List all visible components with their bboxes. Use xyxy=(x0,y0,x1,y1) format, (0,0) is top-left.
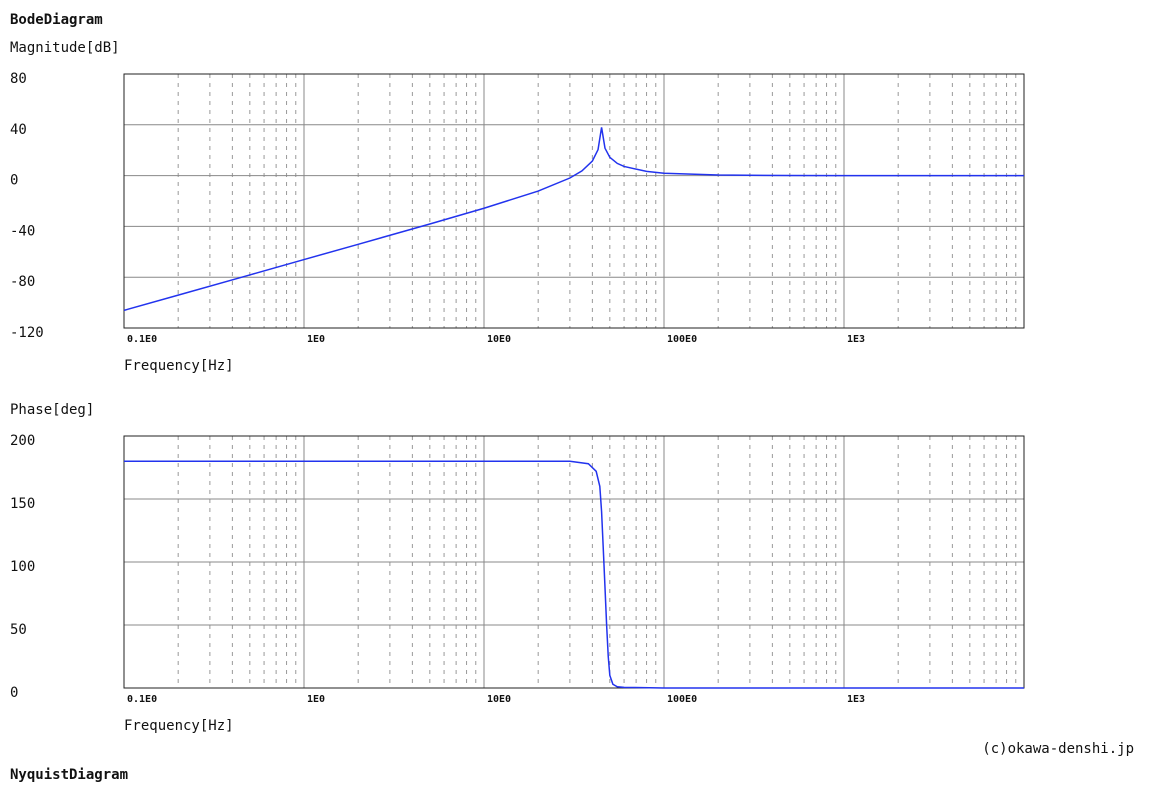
y-tick-label: -120 xyxy=(10,325,44,341)
y-tick-label: 0 xyxy=(10,685,18,701)
x-tick-label: 0.1E0 xyxy=(127,334,157,345)
plot-area xyxy=(124,74,1024,328)
y-tick-label: 0 xyxy=(10,173,18,189)
page-title: BodeDiagram xyxy=(10,12,103,28)
y-tick-label: 50 xyxy=(10,622,27,638)
y-tick-label: 100 xyxy=(10,559,35,575)
x-tick-label: 10E0 xyxy=(487,334,511,345)
x-tick-label: 1E3 xyxy=(847,694,865,705)
x-axis-title: Frequency[Hz] xyxy=(124,358,234,374)
section-title: NyquistDiagram xyxy=(10,767,128,783)
x-tick-label: 1E0 xyxy=(307,694,325,705)
x-tick-label: 0.1E0 xyxy=(127,694,157,705)
x-tick-label: 10E0 xyxy=(487,694,511,705)
data-line xyxy=(124,460,1024,689)
x-tick-label: 100E0 xyxy=(667,694,697,705)
y-axis-title: Magnitude[dB] xyxy=(10,40,120,56)
plot-frame xyxy=(123,73,1025,329)
y-tick-label: 150 xyxy=(10,496,35,512)
copyright: (c)okawa-denshi.jp xyxy=(982,741,1134,757)
y-tick-label: -40 xyxy=(10,223,35,239)
data-line xyxy=(123,127,1025,312)
y-tick-label: 40 xyxy=(10,122,27,138)
y-tick-label: -80 xyxy=(10,274,35,290)
plot-frame xyxy=(123,435,1025,689)
x-tick-label: 100E0 xyxy=(667,334,697,345)
y-axis-title: Phase[deg] xyxy=(10,402,94,418)
y-tick-label: 200 xyxy=(10,433,35,449)
x-axis-title: Frequency[Hz] xyxy=(124,718,234,734)
x-tick-label: 1E0 xyxy=(307,334,325,345)
x-tick-label: 1E3 xyxy=(847,334,865,345)
y-tick-label: 80 xyxy=(10,71,27,87)
